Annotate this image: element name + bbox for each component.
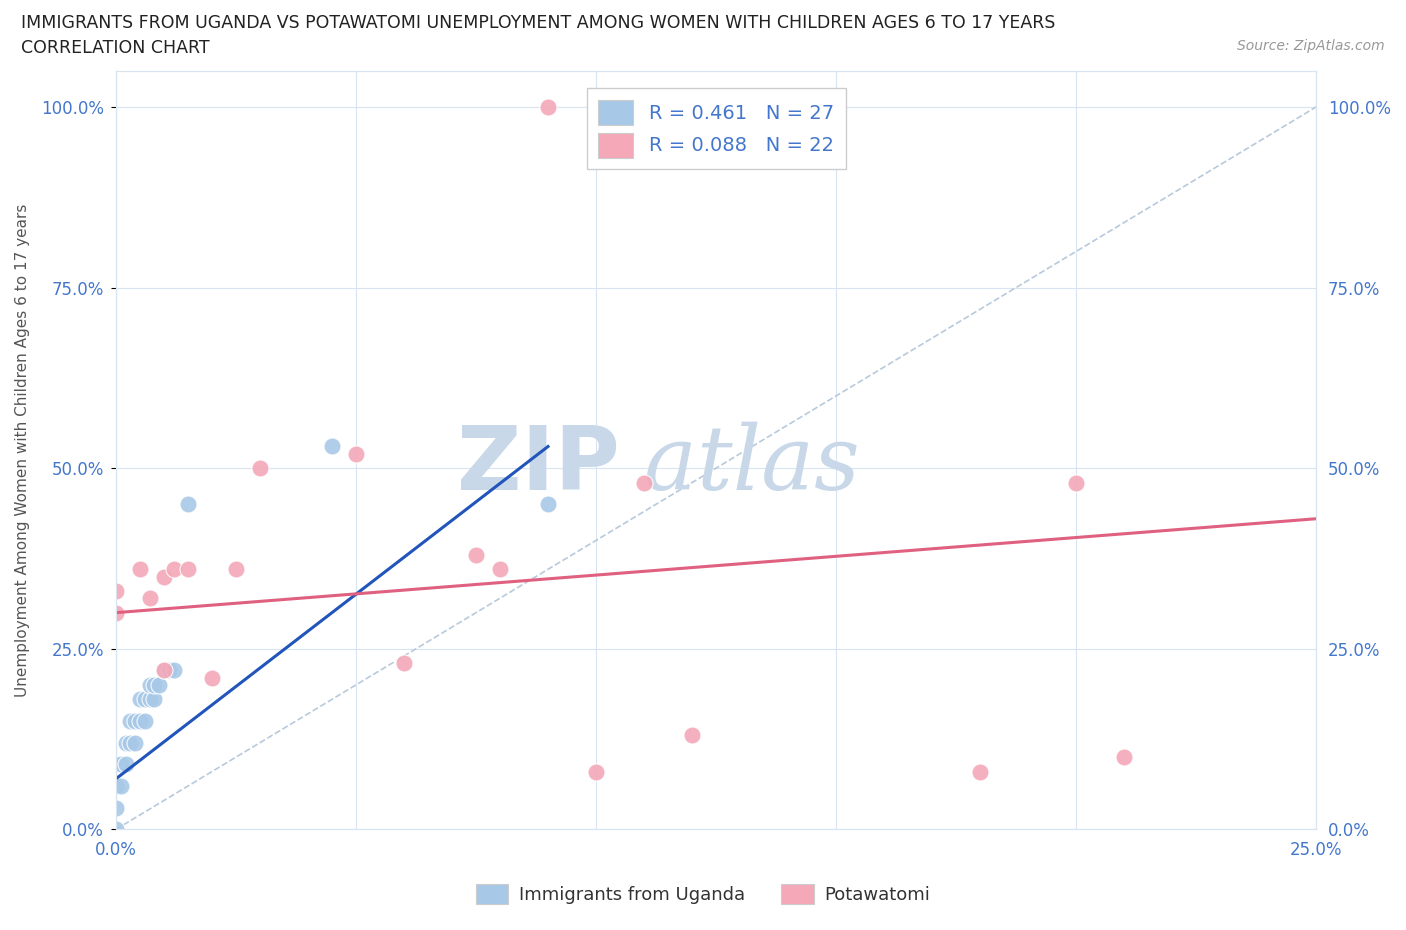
Point <box>633 475 655 490</box>
Text: CORRELATION CHART: CORRELATION CHART <box>21 39 209 57</box>
Point <box>110 757 132 772</box>
Point <box>114 757 136 772</box>
Point <box>129 692 152 707</box>
Point <box>177 497 200 512</box>
Point <box>177 562 200 577</box>
Legend: R = 0.461   N = 27, R = 0.088   N = 22: R = 0.461 N = 27, R = 0.088 N = 22 <box>586 88 845 169</box>
Point <box>120 736 142 751</box>
Text: ZIP: ZIP <box>457 422 620 509</box>
Point <box>104 605 127 620</box>
Point <box>344 446 367 461</box>
Point <box>104 757 127 772</box>
Legend: Immigrants from Uganda, Potawatomi: Immigrants from Uganda, Potawatomi <box>468 876 938 911</box>
Point <box>465 548 488 563</box>
Point <box>114 736 136 751</box>
Point <box>969 764 991 779</box>
Point <box>201 671 224 685</box>
Point <box>162 663 184 678</box>
Point <box>681 728 703 743</box>
Text: IMMIGRANTS FROM UGANDA VS POTAWATOMI UNEMPLOYMENT AMONG WOMEN WITH CHILDREN AGES: IMMIGRANTS FROM UGANDA VS POTAWATOMI UNE… <box>21 14 1056 32</box>
Point <box>1114 750 1136 764</box>
Point <box>1064 475 1087 490</box>
Point <box>143 692 166 707</box>
Point <box>129 713 152 728</box>
Text: atlas: atlas <box>644 422 860 509</box>
Point <box>124 736 146 751</box>
Point <box>120 713 142 728</box>
Point <box>143 677 166 692</box>
Y-axis label: Unemployment Among Women with Children Ages 6 to 17 years: Unemployment Among Women with Children A… <box>15 204 30 697</box>
Point <box>392 656 415 671</box>
Point <box>124 713 146 728</box>
Point <box>134 692 156 707</box>
Point <box>153 663 176 678</box>
Point <box>129 562 152 577</box>
Point <box>225 562 247 577</box>
Point <box>585 764 607 779</box>
Point <box>138 692 160 707</box>
Point <box>153 569 176 584</box>
Point <box>537 497 560 512</box>
Point <box>134 713 156 728</box>
Point <box>110 778 132 793</box>
Point <box>104 801 127 816</box>
Point <box>489 562 512 577</box>
Point <box>162 562 184 577</box>
Point <box>104 778 127 793</box>
Point <box>104 583 127 598</box>
Point <box>138 591 160 605</box>
Point <box>537 100 560 114</box>
Point <box>138 677 160 692</box>
Point <box>249 460 271 475</box>
Text: Source: ZipAtlas.com: Source: ZipAtlas.com <box>1237 39 1385 53</box>
Point <box>104 822 127 837</box>
Point <box>157 663 180 678</box>
Point <box>148 677 170 692</box>
Point <box>321 439 343 454</box>
Point <box>153 663 176 678</box>
